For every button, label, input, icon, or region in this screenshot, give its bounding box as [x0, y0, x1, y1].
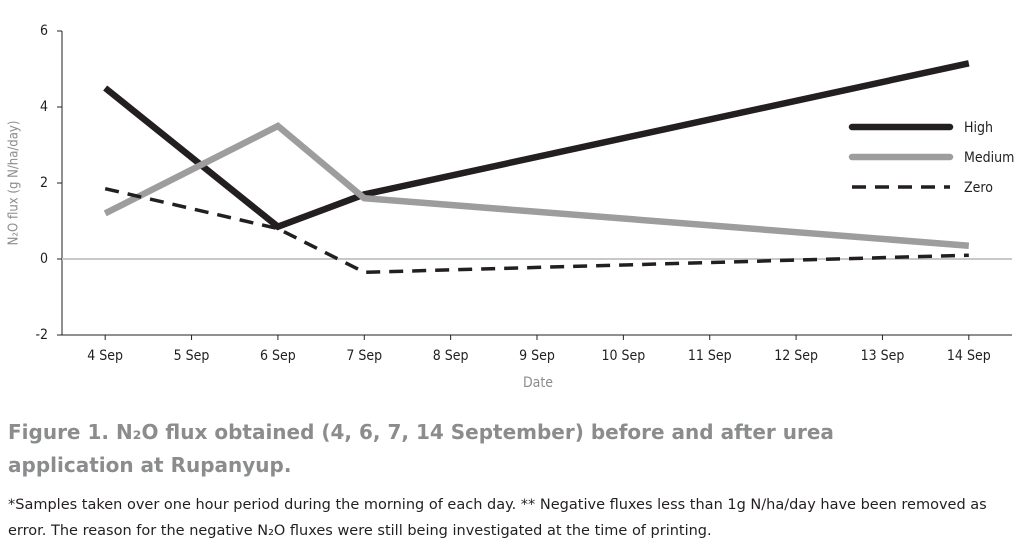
- y-tick-label: 6: [40, 23, 48, 39]
- x-tick-label: 7 Sep: [346, 348, 382, 364]
- y-axis-label: N₂O flux (g N/ha/day): [7, 121, 22, 246]
- y-tick-label: 0: [40, 251, 48, 267]
- x-tick-label: 10 Sep: [601, 348, 645, 364]
- legend-label: Medium: [964, 150, 1014, 166]
- x-tick-label: 13 Sep: [861, 348, 905, 364]
- caption: Figure 1. N₂O flux obtained (4, 6, 7, 14…: [8, 420, 834, 477]
- series-line: [104, 186, 969, 275]
- x-tick-label: 11 Sep: [688, 348, 732, 364]
- series-line: [103, 60, 970, 231]
- y-tick-label: -2: [35, 327, 48, 343]
- x-tick-label: 14 Sep: [947, 348, 991, 364]
- x-tick-label: 8 Sep: [433, 348, 469, 364]
- x-axis-label: Date: [523, 375, 553, 391]
- x-tick-label: 5 Sep: [174, 348, 210, 364]
- legend-label: Zero: [964, 180, 993, 196]
- x-tick-label: 12 Sep: [774, 348, 818, 364]
- series-line: [103, 122, 970, 249]
- y-tick-label: 4: [40, 99, 48, 115]
- x-tick-label: 6 Sep: [260, 348, 296, 364]
- x-tick-label: 4 Sep: [87, 348, 123, 364]
- x-tick-label: 9 Sep: [519, 348, 555, 364]
- legend-label: High: [964, 120, 993, 136]
- footnote: *Samples taken over one hour period duri…: [8, 497, 987, 539]
- y-tick-label: 2: [40, 175, 48, 191]
- chart: Date N₂O flux (g N/ha/day) -2 0 2 4 6 4 Sep 5 …: [7, 23, 1015, 391]
